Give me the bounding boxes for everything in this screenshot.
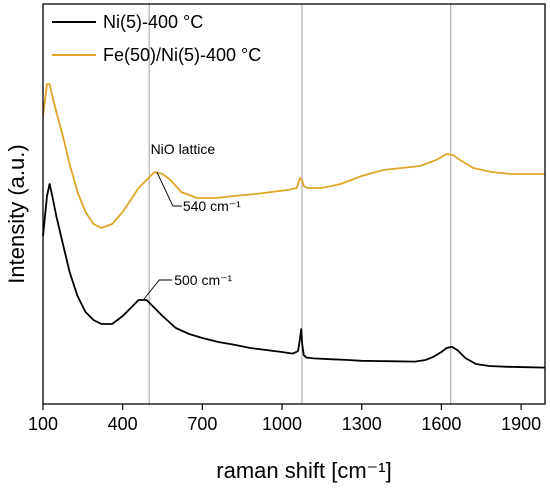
legend-label-ni: Ni(5)-400 °C bbox=[103, 12, 203, 32]
peak-label-540: 540 cm⁻¹ bbox=[183, 198, 241, 214]
x-tick-label-1900: 1900 bbox=[501, 414, 541, 434]
x-tick-label-1600: 1600 bbox=[421, 414, 461, 434]
y-axis-title: Intensity (a.u.) bbox=[4, 144, 29, 283]
x-tick-label-1000: 1000 bbox=[262, 414, 302, 434]
x-tick-label-100: 100 bbox=[28, 414, 58, 434]
x-tick-label-1300: 1300 bbox=[342, 414, 382, 434]
legend-label-feni: Fe(50)/Ni(5)-400 °C bbox=[103, 45, 261, 65]
legend: Ni(5)-400 °C Fe(50)/Ni(5)-400 °C bbox=[52, 12, 261, 65]
series-lines bbox=[42, 83, 546, 369]
x-axis-title: raman shift [cm⁻¹] bbox=[216, 458, 391, 483]
x-tick-label-700: 700 bbox=[187, 414, 217, 434]
leader-line-540 bbox=[156, 171, 182, 207]
x-tick-label-400: 400 bbox=[108, 414, 138, 434]
nio-lattice-label: NiO lattice bbox=[151, 141, 216, 157]
series-line-0 bbox=[42, 183, 546, 369]
x-ticks: 100 400 700 1000 1300 1600 1900 bbox=[28, 404, 541, 434]
series-line-1 bbox=[42, 83, 545, 229]
annotations: NiO lattice 540 cm⁻¹ 500 cm⁻¹ bbox=[142, 141, 241, 301]
plot-frame bbox=[42, 3, 546, 405]
peak-label-500: 500 cm⁻¹ bbox=[174, 272, 232, 288]
leader-line-500 bbox=[142, 279, 173, 301]
